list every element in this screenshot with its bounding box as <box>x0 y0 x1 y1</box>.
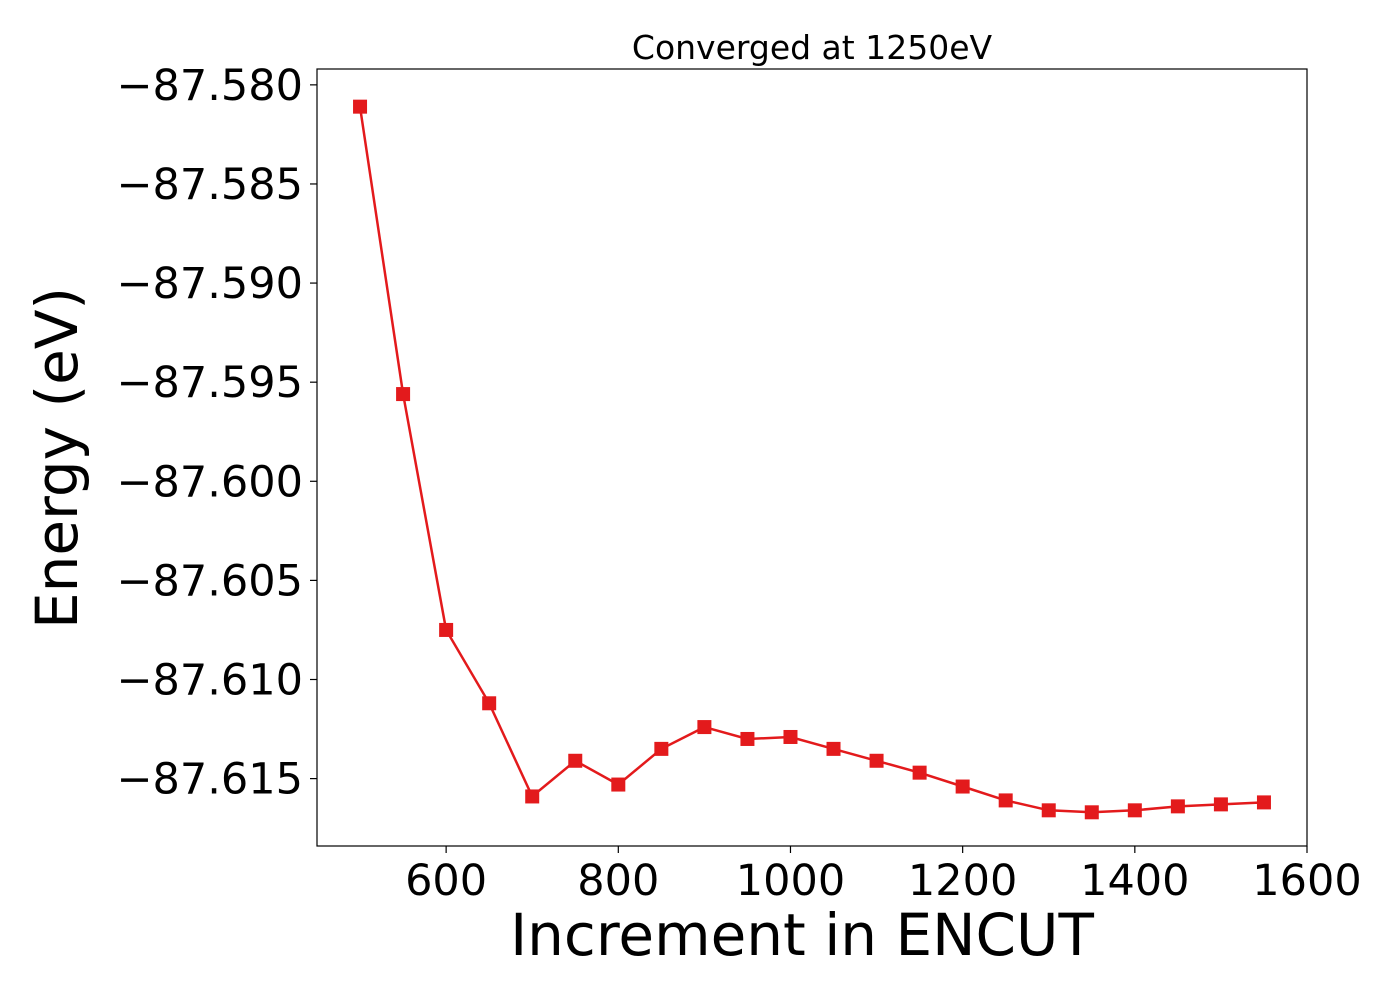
data-point-marker <box>1213 797 1228 812</box>
y-tick-label: −87.585 <box>117 160 304 210</box>
y-tick-label: −87.600 <box>117 457 304 507</box>
data-point-marker <box>525 789 540 804</box>
plot-frame <box>316 68 1308 847</box>
y-tick-label: −87.610 <box>117 656 304 706</box>
x-tick-label: 1000 <box>736 856 845 906</box>
x-tick-label: 600 <box>405 856 487 906</box>
chart-title: Converged at 1250eV <box>632 28 993 67</box>
y-tick-label: −87.615 <box>117 755 304 805</box>
x-tick-label: 1400 <box>1080 856 1189 906</box>
data-point-marker <box>998 793 1013 808</box>
series-line <box>358 106 1265 814</box>
data-point-marker <box>568 753 583 768</box>
data-point-marker <box>353 99 368 114</box>
y-tick-label: −87.580 <box>117 61 304 111</box>
data-point-marker <box>439 622 454 637</box>
data-point-marker <box>740 731 755 746</box>
data-point-marker <box>1084 805 1099 820</box>
data-point-marker <box>1170 799 1185 814</box>
y-tick-label: −87.595 <box>117 358 304 408</box>
data-point-marker <box>482 696 497 711</box>
x-axis-ticks: 600 800 1000 1200 1400 1600 <box>405 846 1362 906</box>
data-point-marker <box>826 741 841 756</box>
data-point-marker <box>697 720 712 735</box>
data-point-marker <box>396 387 411 402</box>
data-point-marker <box>611 777 626 792</box>
data-point-marker <box>654 741 669 756</box>
data-point-marker <box>912 765 927 780</box>
x-tick-label: 800 <box>577 856 659 906</box>
x-tick-label: 1600 <box>1252 856 1361 906</box>
data-point-marker <box>869 753 884 768</box>
y-tick-label: −87.605 <box>117 556 304 606</box>
series-layer <box>353 99 1271 820</box>
y-tick-label: −87.590 <box>117 259 304 309</box>
y-axis-label: Energy (eV) <box>23 287 91 629</box>
data-point-marker <box>783 729 798 744</box>
x-axis-label: Increment in ENCUT <box>510 901 1094 969</box>
data-point-marker <box>955 779 970 794</box>
x-tick-label: 1200 <box>908 856 1017 906</box>
y-axis-ticks: −87.580 −87.585 −87.590 −87.595 −87.600 −87.6… <box>117 61 317 805</box>
data-point-marker <box>1041 803 1056 818</box>
data-point-marker <box>1127 803 1142 818</box>
data-point-marker <box>1256 795 1271 810</box>
